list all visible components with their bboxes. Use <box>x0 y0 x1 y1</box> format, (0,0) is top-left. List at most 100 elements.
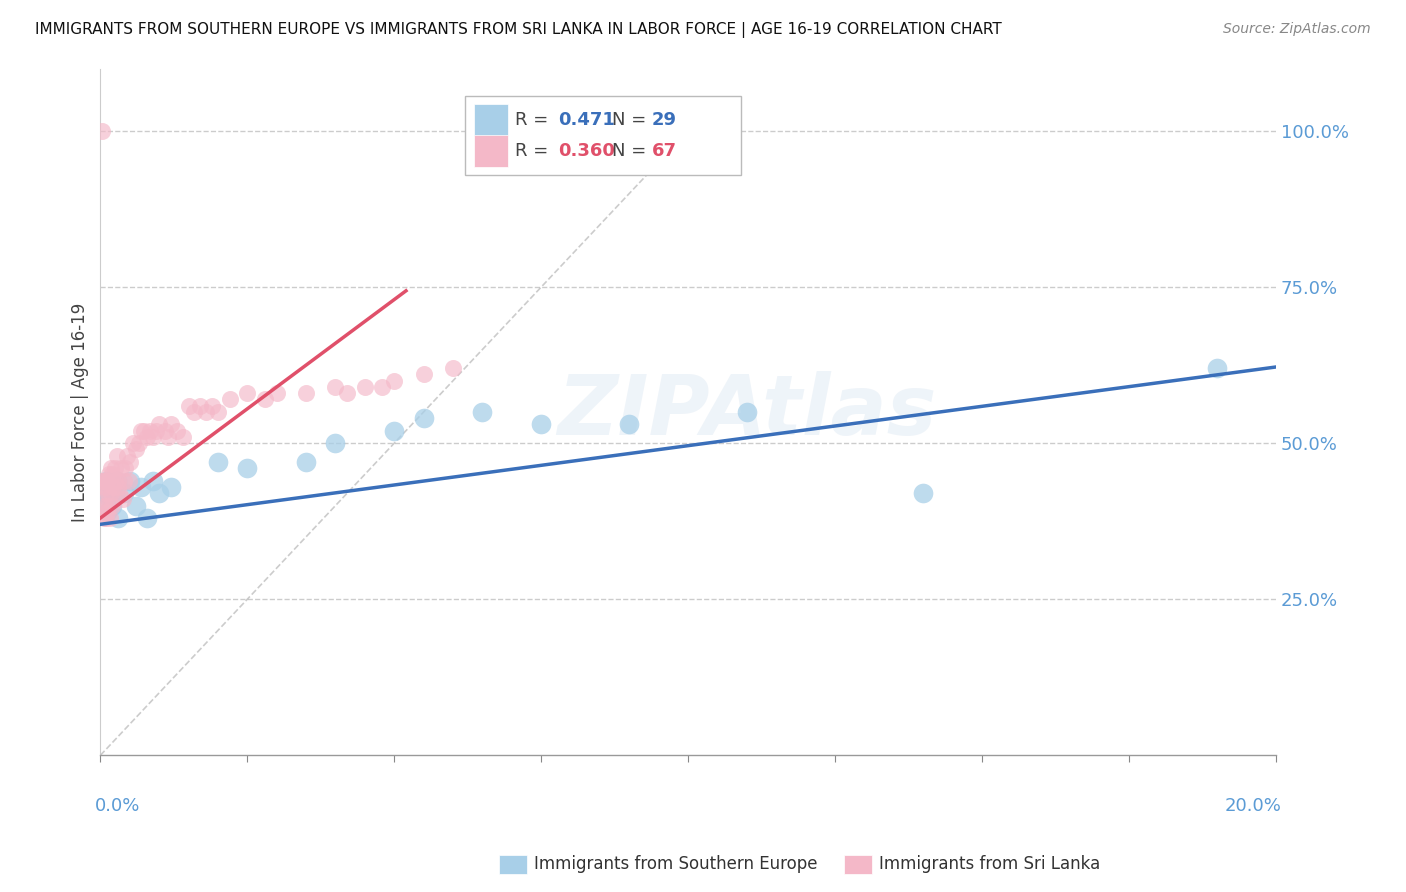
Point <box>148 486 170 500</box>
Point <box>105 449 128 463</box>
Point <box>236 386 259 401</box>
Point <box>108 486 131 500</box>
Text: 67: 67 <box>652 142 676 160</box>
Point <box>103 480 125 494</box>
Point <box>131 480 153 494</box>
Text: 20.0%: 20.0% <box>1225 797 1282 814</box>
Point <box>153 424 176 438</box>
Point <box>195 405 218 419</box>
Point <box>96 474 118 488</box>
Point <box>412 368 434 382</box>
Point <box>117 474 139 488</box>
Point <box>90 124 112 138</box>
Point <box>98 492 121 507</box>
Text: R =: R = <box>516 142 554 160</box>
Point <box>96 486 118 500</box>
Point <box>142 430 165 444</box>
Point <box>166 424 188 438</box>
Point <box>124 442 146 457</box>
Text: IMMIGRANTS FROM SOUTHERN EUROPE VS IMMIGRANTS FROM SRI LANKA IN LABOR FORCE | AG: IMMIGRANTS FROM SOUTHERN EUROPE VS IMMIG… <box>35 22 1002 38</box>
Point <box>441 361 464 376</box>
Point <box>100 486 122 500</box>
Point <box>101 499 124 513</box>
Point <box>115 449 138 463</box>
Point <box>912 486 935 500</box>
Y-axis label: In Labor Force | Age 16-19: In Labor Force | Age 16-19 <box>72 302 89 522</box>
Point <box>253 392 276 407</box>
Text: 0.0%: 0.0% <box>94 797 139 814</box>
Point <box>295 455 318 469</box>
Text: Immigrants from Sri Lanka: Immigrants from Sri Lanka <box>879 855 1099 873</box>
FancyBboxPatch shape <box>474 136 509 167</box>
Point <box>107 480 129 494</box>
Point <box>160 480 183 494</box>
Point <box>96 474 118 488</box>
Text: 29: 29 <box>652 111 676 129</box>
Point <box>93 499 115 513</box>
Point <box>101 467 124 482</box>
Point <box>96 499 118 513</box>
Point <box>471 405 494 419</box>
Point <box>134 424 156 438</box>
Point <box>98 499 121 513</box>
Point <box>160 417 183 432</box>
Point <box>94 511 117 525</box>
Point <box>156 430 179 444</box>
Point <box>94 480 117 494</box>
Point <box>98 467 121 482</box>
Point <box>183 405 205 419</box>
Point <box>104 461 127 475</box>
Text: 0.360: 0.360 <box>558 142 614 160</box>
Point <box>100 461 122 475</box>
Point <box>104 486 127 500</box>
Point <box>1206 361 1229 376</box>
Point <box>100 480 122 494</box>
Point <box>325 436 347 450</box>
Point <box>136 430 159 444</box>
Point <box>96 474 118 488</box>
Point <box>530 417 553 432</box>
Point <box>218 392 240 407</box>
Text: 0.471: 0.471 <box>558 111 614 129</box>
Point <box>104 474 127 488</box>
Point <box>236 461 259 475</box>
Point <box>107 474 129 488</box>
Point <box>101 499 124 513</box>
Point <box>735 405 758 419</box>
Point <box>207 405 229 419</box>
Point <box>145 424 167 438</box>
Point <box>111 492 134 507</box>
Point <box>172 430 194 444</box>
Point <box>105 474 128 488</box>
Text: R =: R = <box>516 111 554 129</box>
Point <box>107 511 129 525</box>
Point <box>121 436 143 450</box>
Point <box>325 380 347 394</box>
Point <box>177 399 200 413</box>
Point <box>201 399 224 413</box>
FancyBboxPatch shape <box>465 96 741 175</box>
Point <box>139 424 162 438</box>
Point <box>207 455 229 469</box>
Point <box>112 486 135 500</box>
Point <box>94 486 117 500</box>
Point <box>110 461 132 475</box>
Point <box>91 474 114 488</box>
Point <box>96 505 118 519</box>
Text: N =: N = <box>612 142 652 160</box>
Point <box>98 511 121 525</box>
Point <box>128 436 150 450</box>
Point <box>412 411 434 425</box>
Point <box>118 474 141 488</box>
Point <box>336 386 359 401</box>
Point <box>136 511 159 525</box>
Text: Immigrants from Southern Europe: Immigrants from Southern Europe <box>534 855 818 873</box>
Text: Source: ZipAtlas.com: Source: ZipAtlas.com <box>1223 22 1371 37</box>
Point <box>295 386 318 401</box>
Point <box>93 511 115 525</box>
Point <box>131 424 153 438</box>
Point <box>112 474 135 488</box>
Point <box>124 499 146 513</box>
Point <box>188 399 211 413</box>
Text: ZIPAtlas: ZIPAtlas <box>557 371 936 452</box>
